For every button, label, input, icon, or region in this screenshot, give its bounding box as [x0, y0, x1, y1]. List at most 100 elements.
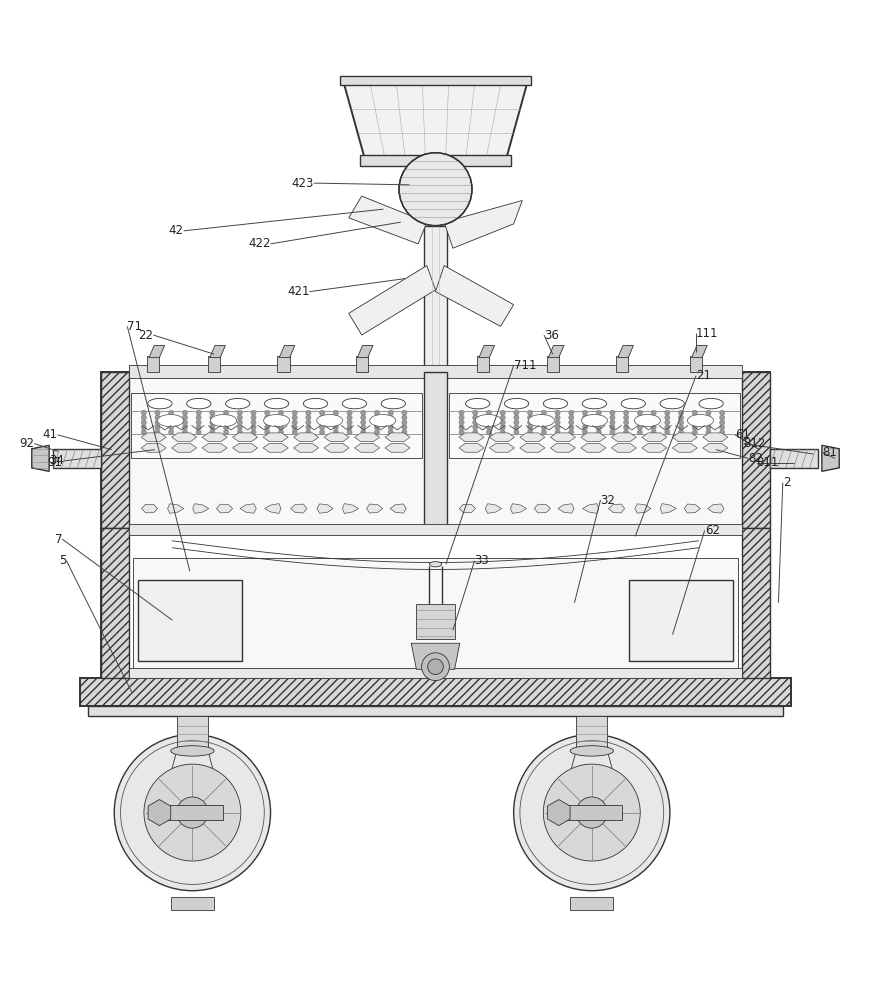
Ellipse shape — [303, 398, 327, 409]
Polygon shape — [324, 444, 349, 452]
Circle shape — [237, 415, 242, 420]
Circle shape — [555, 430, 560, 435]
Circle shape — [182, 415, 187, 420]
Circle shape — [514, 420, 519, 425]
Circle shape — [651, 430, 656, 435]
Bar — [571, 897, 613, 910]
Polygon shape — [344, 85, 527, 157]
Circle shape — [265, 430, 270, 435]
Circle shape — [610, 420, 615, 425]
Polygon shape — [172, 433, 197, 442]
Circle shape — [514, 430, 519, 435]
Polygon shape — [291, 504, 307, 513]
Circle shape — [719, 410, 725, 415]
Ellipse shape — [571, 746, 613, 756]
Circle shape — [500, 420, 505, 425]
Circle shape — [541, 425, 546, 430]
Circle shape — [306, 415, 311, 420]
Polygon shape — [703, 433, 728, 442]
Circle shape — [569, 420, 574, 425]
Circle shape — [473, 420, 478, 425]
Polygon shape — [265, 504, 281, 513]
Circle shape — [719, 415, 725, 420]
Text: 34: 34 — [49, 454, 64, 467]
Polygon shape — [459, 444, 484, 452]
Polygon shape — [192, 504, 209, 513]
Circle shape — [402, 420, 407, 425]
Ellipse shape — [699, 398, 723, 409]
Circle shape — [210, 430, 215, 435]
Circle shape — [210, 420, 215, 425]
Circle shape — [388, 415, 394, 420]
Circle shape — [541, 410, 546, 415]
Circle shape — [610, 410, 615, 415]
Circle shape — [265, 410, 270, 415]
Text: 21: 21 — [696, 369, 711, 382]
Text: 62: 62 — [705, 524, 719, 537]
Circle shape — [320, 430, 325, 435]
Bar — [88, 706, 783, 716]
Circle shape — [237, 430, 242, 435]
Circle shape — [459, 425, 464, 430]
Circle shape — [402, 430, 407, 435]
Circle shape — [500, 415, 505, 420]
Circle shape — [347, 425, 352, 430]
Text: 91: 91 — [47, 456, 62, 469]
Circle shape — [486, 420, 491, 425]
Circle shape — [347, 420, 352, 425]
Circle shape — [169, 415, 174, 420]
Polygon shape — [609, 504, 625, 513]
Circle shape — [279, 415, 284, 420]
Circle shape — [638, 415, 643, 420]
Ellipse shape — [529, 414, 554, 427]
Circle shape — [155, 410, 160, 415]
Circle shape — [555, 410, 560, 415]
Circle shape — [719, 425, 725, 430]
Circle shape — [428, 659, 443, 675]
Polygon shape — [822, 445, 840, 471]
Text: 41: 41 — [43, 428, 57, 441]
Circle shape — [388, 430, 394, 435]
Circle shape — [473, 425, 478, 430]
Polygon shape — [444, 200, 523, 248]
Circle shape — [665, 425, 670, 430]
Circle shape — [555, 420, 560, 425]
Polygon shape — [485, 504, 502, 513]
Circle shape — [375, 420, 380, 425]
Circle shape — [583, 425, 588, 430]
Text: 61: 61 — [735, 428, 750, 441]
Polygon shape — [233, 433, 258, 442]
Circle shape — [141, 430, 146, 435]
Polygon shape — [101, 372, 129, 528]
Polygon shape — [581, 444, 606, 452]
Bar — [129, 668, 742, 678]
Bar — [477, 356, 490, 372]
Bar — [355, 356, 368, 372]
Circle shape — [155, 420, 160, 425]
Circle shape — [596, 415, 601, 420]
Circle shape — [665, 420, 670, 425]
Ellipse shape — [171, 746, 214, 756]
Text: 22: 22 — [138, 329, 153, 342]
Bar — [278, 356, 290, 372]
Circle shape — [665, 410, 670, 415]
Circle shape — [224, 410, 229, 415]
Text: 32: 32 — [600, 493, 615, 506]
Circle shape — [169, 420, 174, 425]
Circle shape — [596, 425, 601, 430]
Circle shape — [528, 410, 533, 415]
Circle shape — [361, 410, 366, 415]
Polygon shape — [534, 504, 550, 513]
Circle shape — [706, 410, 711, 415]
Circle shape — [210, 425, 215, 430]
Circle shape — [402, 415, 407, 420]
Polygon shape — [558, 504, 574, 513]
Circle shape — [555, 415, 560, 420]
Polygon shape — [141, 504, 158, 513]
Text: 36: 36 — [544, 329, 559, 342]
Circle shape — [706, 420, 711, 425]
Polygon shape — [233, 444, 258, 452]
Polygon shape — [317, 504, 333, 513]
Text: 82: 82 — [748, 452, 763, 465]
Circle shape — [141, 420, 146, 425]
